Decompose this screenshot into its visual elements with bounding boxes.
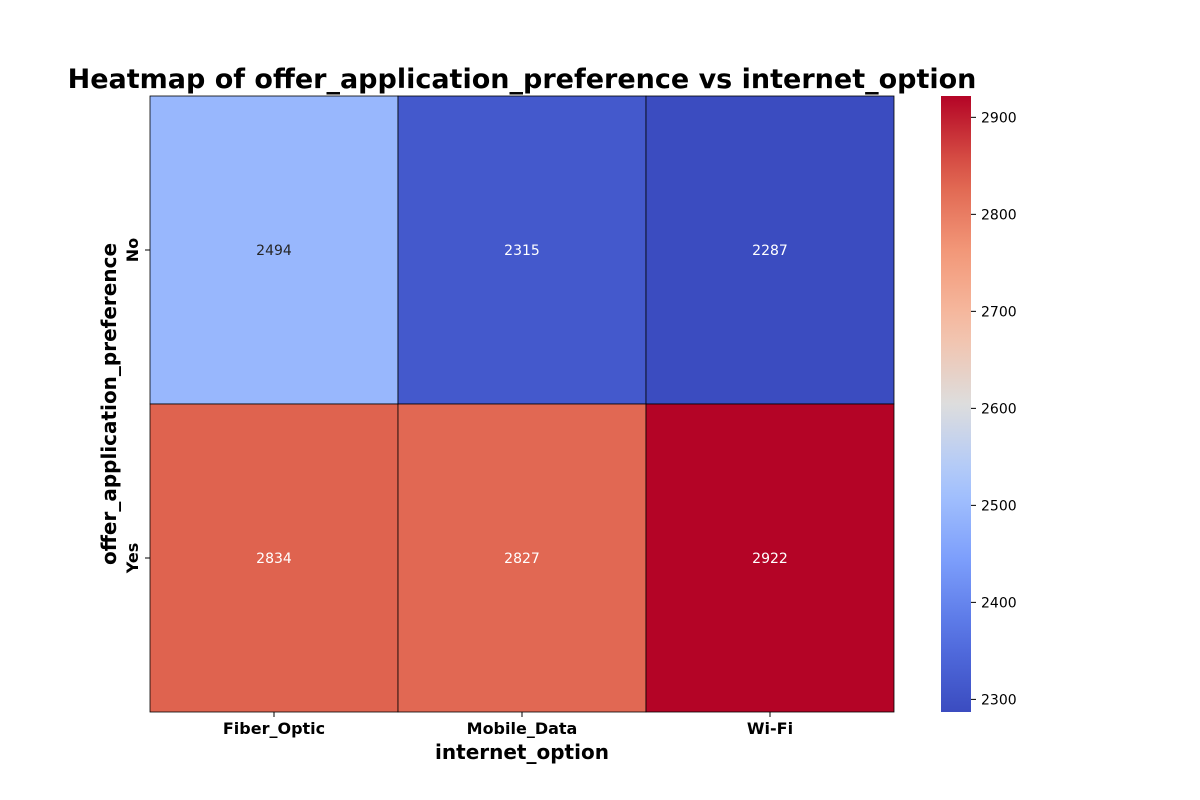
x-tick-label: Mobile_Data — [467, 719, 578, 738]
colorbar-tick-label: 2700 — [981, 304, 1017, 320]
colorbar-tick-label: 2600 — [981, 401, 1017, 417]
y-tick-label: Yes — [123, 543, 142, 575]
heatmap-cell — [149, 95, 399, 405]
y-axis-ticks: No Yes — [123, 238, 150, 574]
cell-value-label: 2827 — [504, 551, 540, 567]
x-axis-label: internet_option — [435, 740, 609, 764]
cell-value-label: 2922 — [752, 551, 788, 567]
y-tick-label: No — [123, 238, 142, 262]
chart-title: Heatmap of offer_application_preference … — [68, 64, 977, 95]
heatmap-cell — [149, 403, 399, 713]
heatmap-cells: 2494 2315 2287 2834 2827 2922 — [149, 95, 895, 713]
heatmap-cell — [645, 95, 895, 405]
cell-value-label: 2287 — [752, 243, 788, 259]
x-axis-ticks: Fiber_Optic Mobile_Data Wi-Fi — [223, 712, 793, 738]
colorbar-tick-label: 2400 — [981, 595, 1017, 611]
cell-value-label: 2315 — [504, 243, 540, 259]
y-axis-label: offer_application_preference — [97, 243, 121, 565]
cell-value-label: 2834 — [256, 551, 292, 567]
colorbar-ticks: 2300 2400 2500 2600 2700 2800 2900 — [971, 110, 1017, 708]
heatmap-cell — [397, 403, 647, 713]
colorbar — [941, 96, 971, 712]
cell-value-label: 2494 — [256, 243, 292, 259]
colorbar-tick-label: 2300 — [981, 692, 1017, 708]
x-tick-label: Fiber_Optic — [223, 719, 325, 738]
x-tick-label: Wi-Fi — [747, 719, 793, 738]
colorbar-tick-label: 2800 — [981, 207, 1017, 223]
heatmap-cell — [397, 95, 647, 405]
colorbar-tick-label: 2900 — [981, 110, 1017, 126]
heatmap-cell — [645, 403, 895, 713]
colorbar-tick-label: 2500 — [981, 498, 1017, 514]
